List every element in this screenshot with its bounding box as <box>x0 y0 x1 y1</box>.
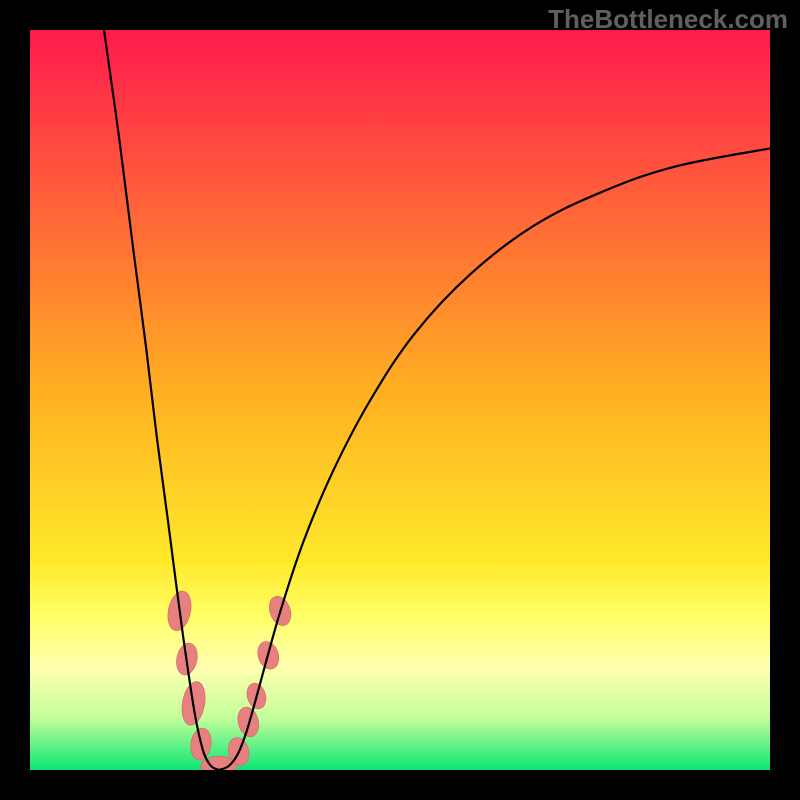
plot-background <box>30 30 770 770</box>
watermark-text: TheBottleneck.com <box>548 4 788 35</box>
chart-root: TheBottleneck.com <box>0 0 800 800</box>
chart-svg <box>0 0 800 800</box>
